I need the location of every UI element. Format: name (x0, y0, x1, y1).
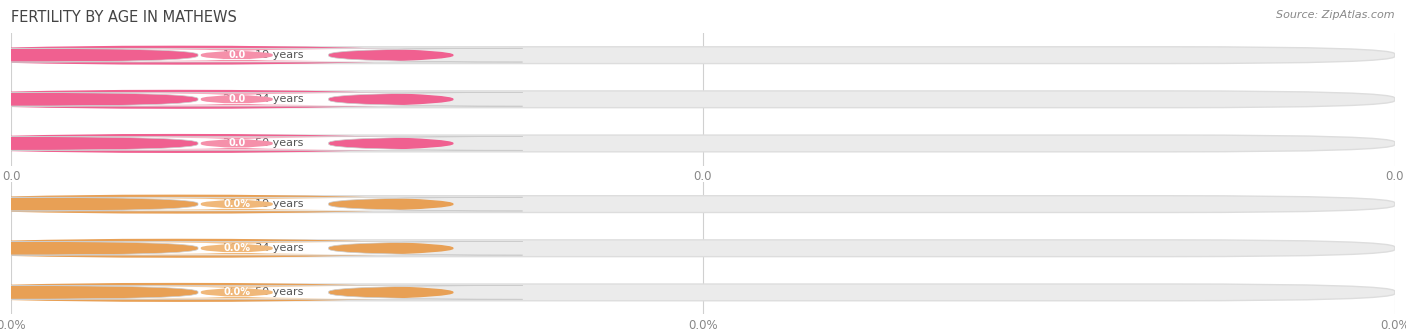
Circle shape (0, 284, 453, 301)
FancyBboxPatch shape (11, 240, 1395, 257)
Text: 20 to 34 years: 20 to 34 years (224, 243, 304, 253)
FancyBboxPatch shape (11, 196, 1395, 213)
FancyBboxPatch shape (103, 198, 371, 210)
FancyBboxPatch shape (103, 93, 371, 105)
FancyBboxPatch shape (11, 47, 1395, 64)
Text: 0.0%: 0.0% (224, 199, 250, 209)
Text: 15 to 19 years: 15 to 19 years (224, 50, 304, 60)
FancyBboxPatch shape (11, 284, 1395, 301)
Text: FERTILITY BY AGE IN MATHEWS: FERTILITY BY AGE IN MATHEWS (11, 10, 238, 25)
FancyBboxPatch shape (4, 48, 523, 62)
Text: 15 to 19 years: 15 to 19 years (224, 199, 304, 209)
FancyBboxPatch shape (103, 137, 371, 150)
Text: 20 to 34 years: 20 to 34 years (224, 94, 304, 104)
FancyBboxPatch shape (4, 137, 523, 150)
Circle shape (0, 46, 453, 64)
Circle shape (0, 195, 453, 213)
Text: 0.0: 0.0 (228, 50, 246, 60)
Text: 0.0: 0.0 (228, 138, 246, 148)
FancyBboxPatch shape (4, 197, 523, 211)
Text: 0.0%: 0.0% (224, 287, 250, 297)
FancyBboxPatch shape (11, 91, 1395, 108)
FancyBboxPatch shape (4, 286, 523, 299)
Text: 0.0%: 0.0% (224, 243, 250, 253)
FancyBboxPatch shape (103, 242, 371, 254)
Text: 35 to 50 years: 35 to 50 years (224, 287, 304, 297)
FancyBboxPatch shape (103, 49, 371, 61)
FancyBboxPatch shape (4, 92, 523, 106)
FancyBboxPatch shape (11, 135, 1395, 152)
Circle shape (0, 90, 453, 108)
Text: Source: ZipAtlas.com: Source: ZipAtlas.com (1277, 10, 1395, 20)
Circle shape (0, 135, 453, 152)
FancyBboxPatch shape (103, 286, 371, 299)
Text: 0.0: 0.0 (228, 94, 246, 104)
FancyBboxPatch shape (4, 241, 523, 255)
Circle shape (0, 239, 453, 257)
Text: 35 to 50 years: 35 to 50 years (224, 138, 304, 148)
